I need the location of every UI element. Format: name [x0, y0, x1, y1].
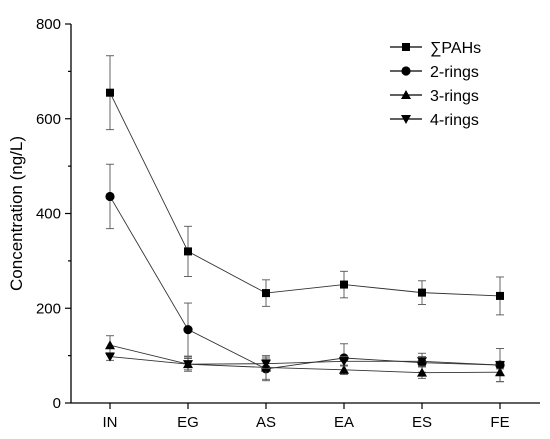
x-tick-label: FE	[490, 414, 509, 431]
legend-label: 4-rings	[430, 112, 479, 129]
series-line	[109, 356, 501, 366]
legend: ∑PAHs 2-rings 3-rings 4-rings	[390, 40, 481, 129]
x-tick-label: ES	[412, 414, 432, 431]
y-tick-label: 200	[36, 300, 61, 317]
data-point	[184, 247, 192, 256]
y-axis-title: Concentration (ng/L)	[7, 136, 26, 291]
y-tick-label: 0	[53, 395, 61, 412]
data-point	[495, 367, 505, 377]
data-point	[105, 340, 115, 350]
x-tick-label: AS	[256, 414, 276, 431]
axes: 0 200 400 600 800 IN EG AS EA ES FE	[36, 16, 540, 431]
series-line	[109, 344, 501, 374]
series-3	[105, 352, 505, 371]
legend-marker	[401, 115, 411, 124]
data-point	[339, 364, 349, 374]
data-point	[105, 191, 115, 202]
legend-label: ∑PAHs	[430, 40, 481, 57]
y-tick-label: 600	[36, 111, 61, 128]
series-1	[105, 163, 505, 383]
data-point	[417, 367, 427, 377]
legend-label: 2-rings	[430, 64, 479, 81]
data-point	[183, 360, 193, 370]
legend-marker	[402, 43, 410, 51]
series-0	[106, 55, 504, 316]
x-tick-label: EG	[177, 414, 199, 431]
data-point	[496, 291, 504, 300]
legend-marker	[401, 66, 411, 76]
x-tick-label: IN	[103, 414, 118, 431]
data-point	[340, 280, 348, 289]
legend-entry: 2-rings	[390, 64, 479, 81]
series-2	[105, 335, 505, 383]
x-tick-label: EA	[334, 414, 354, 431]
series-line	[109, 92, 501, 297]
data-point	[262, 289, 270, 298]
data-point	[183, 324, 193, 335]
data-point	[106, 88, 114, 97]
data-point	[105, 352, 115, 362]
y-tick-label: 400	[36, 206, 61, 223]
data-point	[495, 361, 505, 371]
legend-entry: ∑PAHs	[390, 40, 481, 57]
legend-label: 3-rings	[430, 88, 479, 105]
data-point	[418, 288, 426, 297]
legend-marker	[401, 90, 411, 99]
data-point	[261, 359, 271, 369]
y-tick-label: 800	[36, 16, 61, 33]
series-line	[109, 196, 501, 370]
series-layer	[105, 55, 505, 383]
data-point	[339, 357, 349, 367]
legend-entry: 4-rings	[390, 112, 479, 129]
legend-entry: 3-rings	[390, 88, 479, 105]
data-point	[417, 357, 427, 367]
